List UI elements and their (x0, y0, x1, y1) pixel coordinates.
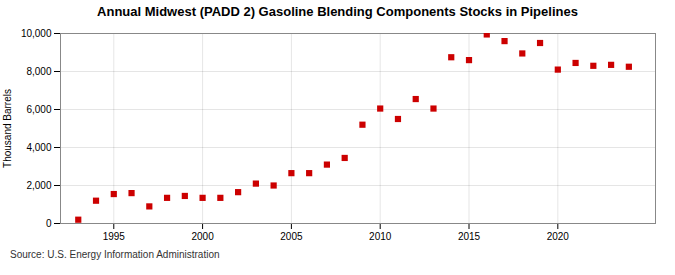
html-text:Annual Midwest (PADD 2) Gasoli: Annual Midwest (PADD 2) Gasoline Blendin… (97, 4, 578, 19)
svg-text:Thousand Barrels: Thousand Barrels (2, 89, 13, 168)
svg-text:4,000: 4,000 (26, 142, 51, 153)
svg-text:0: 0 (46, 218, 52, 229)
svg-text:2010: 2010 (369, 231, 392, 242)
svg-text:2005: 2005 (280, 231, 303, 242)
svg-text:10,000: 10,000 (21, 28, 52, 39)
svg-text:6,000: 6,000 (26, 104, 51, 115)
svg-text:8,000: 8,000 (26, 66, 51, 77)
svg-text:1995: 1995 (103, 231, 126, 242)
svg-text:2015: 2015 (458, 231, 481, 242)
svg-text:2020: 2020 (547, 231, 570, 242)
html-text:Source: U.S. Energy Informatio: Source: U.S. Energy Information Administ… (10, 249, 220, 260)
svg-text:2,000: 2,000 (26, 180, 51, 191)
svg-text:2000: 2000 (191, 231, 214, 242)
